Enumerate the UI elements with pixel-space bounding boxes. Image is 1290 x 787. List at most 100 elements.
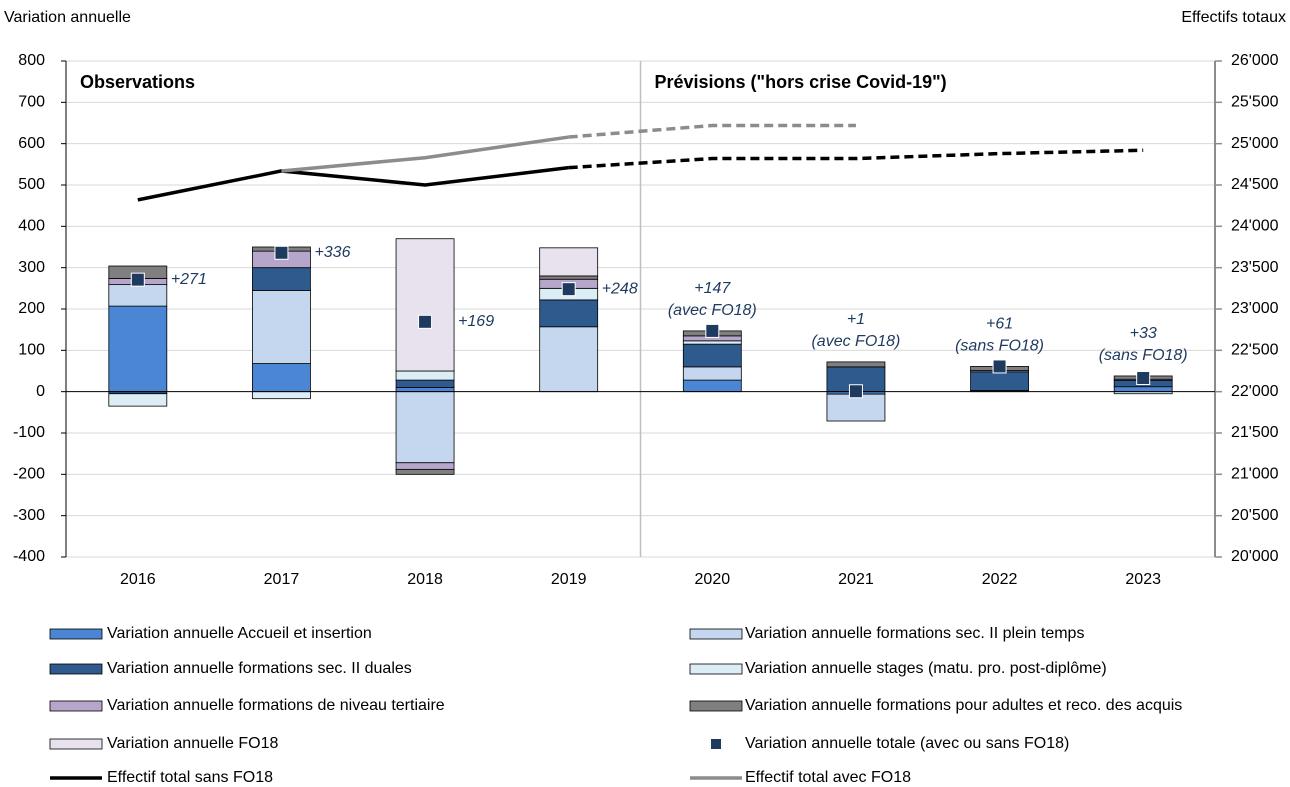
- bar-segment: [395, 391, 455, 464]
- legend-label: Variation annuelle Accueil et insertion: [107, 625, 372, 642]
- legend-label: Effectif total sans FO18: [107, 769, 273, 786]
- x-tick-label: 2022: [982, 571, 1018, 588]
- x-tick-label: 2020: [695, 571, 731, 588]
- bar-segment: [395, 462, 455, 470]
- total-label: +248: [602, 280, 638, 297]
- bar-segment: [395, 379, 455, 388]
- y-tick-label: 800: [18, 52, 45, 69]
- total-marker: [1136, 371, 1151, 386]
- bar-segment: [108, 393, 168, 407]
- bar-segment: [539, 326, 599, 393]
- total-marker: [130, 272, 145, 287]
- total-note: (sans FO18): [955, 338, 1044, 355]
- bar-segment: [539, 275, 599, 280]
- total-marker: [705, 323, 720, 338]
- bar-segment: [395, 238, 455, 372]
- bar-segment: [682, 366, 742, 381]
- total-label: +147: [694, 280, 731, 297]
- legend-label: Variation annuelle stages (matu. pro. po…: [745, 660, 1107, 677]
- y-tick-label: 100: [18, 342, 45, 359]
- bar-segment: [252, 267, 311, 291]
- legend-swatch: [689, 628, 743, 640]
- total-marker: [418, 314, 433, 329]
- bar-segment: [539, 299, 599, 328]
- total-label: +169: [458, 313, 494, 330]
- x-tick-label: 2021: [838, 571, 874, 588]
- bar-segment: [826, 361, 886, 368]
- y2-tick-label: 25'000: [1231, 135, 1279, 152]
- bar-segment: [252, 289, 311, 364]
- line: [568, 148, 1144, 170]
- legend-swatch: [49, 738, 103, 750]
- legend-swatch: [689, 663, 743, 675]
- total-label: +271: [171, 271, 207, 288]
- y-tick-label: -100: [13, 424, 45, 441]
- x-tick-label: 2017: [264, 571, 300, 588]
- y2-tick-label: 24'000: [1231, 218, 1279, 235]
- total-note: (sans FO18): [1099, 347, 1188, 364]
- y2-tick-label: 20'500: [1231, 507, 1279, 524]
- line: [137, 165, 569, 202]
- x-tick-label: 2019: [551, 571, 587, 588]
- y2-tick-label: 22'000: [1231, 383, 1279, 400]
- bar-segment: [395, 468, 455, 475]
- bar-segment: [682, 343, 742, 368]
- y-tick-label: 200: [18, 300, 45, 317]
- legend-swatch: [49, 628, 103, 640]
- legend-swatch: [711, 739, 721, 749]
- x-tick-label: 2023: [1125, 571, 1161, 588]
- total-label: +61: [986, 316, 1013, 333]
- y-tick-label: 600: [18, 135, 45, 152]
- legend-label: Variation annuelle FO18: [107, 735, 278, 752]
- bar-segment: [108, 284, 168, 307]
- y-tick-label: -300: [13, 507, 45, 524]
- x-tick-label: 2016: [120, 571, 156, 588]
- y-tick-label: 300: [18, 259, 45, 276]
- line: [281, 135, 569, 173]
- legend-swatch: [49, 663, 103, 675]
- y-tick-label: -200: [13, 466, 45, 483]
- legend-label: Variation annuelle formations sec. II pl…: [745, 625, 1084, 642]
- x-tick-label: 2018: [407, 571, 443, 588]
- bar-segment: [682, 379, 742, 393]
- total-label: +1: [847, 311, 865, 328]
- legend-label: Effectif total avec FO18: [745, 769, 911, 786]
- legend-label: Variation annuelle formations de niveau …: [107, 697, 445, 714]
- panel-label: Prévisions ("hors crise Covid-19"): [655, 72, 947, 92]
- legend-label: Variation annuelle formations sec. II du…: [107, 660, 412, 677]
- y2-tick-label: 23'500: [1231, 259, 1279, 276]
- total-note: (avec FO18): [811, 333, 900, 350]
- y2-tick-label: 20'000: [1231, 548, 1279, 565]
- y-axis-label: Variation annuelle: [4, 9, 131, 26]
- panel-label: Observations: [80, 72, 195, 92]
- bar-segment: [252, 391, 311, 400]
- total-label: +336: [314, 244, 350, 261]
- y-tick-label: 500: [18, 176, 45, 193]
- legend-label: Variation annuelle formations pour adult…: [745, 697, 1182, 714]
- bar-segment: [395, 387, 455, 393]
- bar-segment: [252, 363, 311, 393]
- legend-swatch: [689, 700, 743, 712]
- line: [568, 123, 856, 139]
- y2-tick-label: 26'000: [1231, 52, 1279, 69]
- legend-swatch: [49, 700, 103, 712]
- bar-segment: [1113, 386, 1173, 393]
- y2-tick-label: 21'000: [1231, 466, 1279, 483]
- y2-axis-label: Effectifs totaux: [1181, 9, 1286, 26]
- total-label: +33: [1130, 325, 1157, 342]
- y2-tick-label: 24'500: [1231, 176, 1279, 193]
- y-tick-label: 0: [36, 383, 45, 400]
- y-tick-label: 400: [18, 218, 45, 235]
- y2-tick-label: 22'500: [1231, 342, 1279, 359]
- bar-segment: [395, 370, 455, 381]
- bar-segment: [682, 340, 742, 345]
- y-tick-label: -400: [13, 548, 45, 565]
- y2-tick-label: 23'000: [1231, 300, 1279, 317]
- legend-label: Variation annuelle totale (avec ou sans …: [745, 735, 1069, 752]
- bar-segment: [970, 371, 1029, 391]
- bar-segment: [108, 305, 168, 393]
- total-marker: [561, 282, 576, 297]
- y-tick-label: 700: [18, 94, 45, 111]
- total-note: (avec FO18): [668, 302, 757, 319]
